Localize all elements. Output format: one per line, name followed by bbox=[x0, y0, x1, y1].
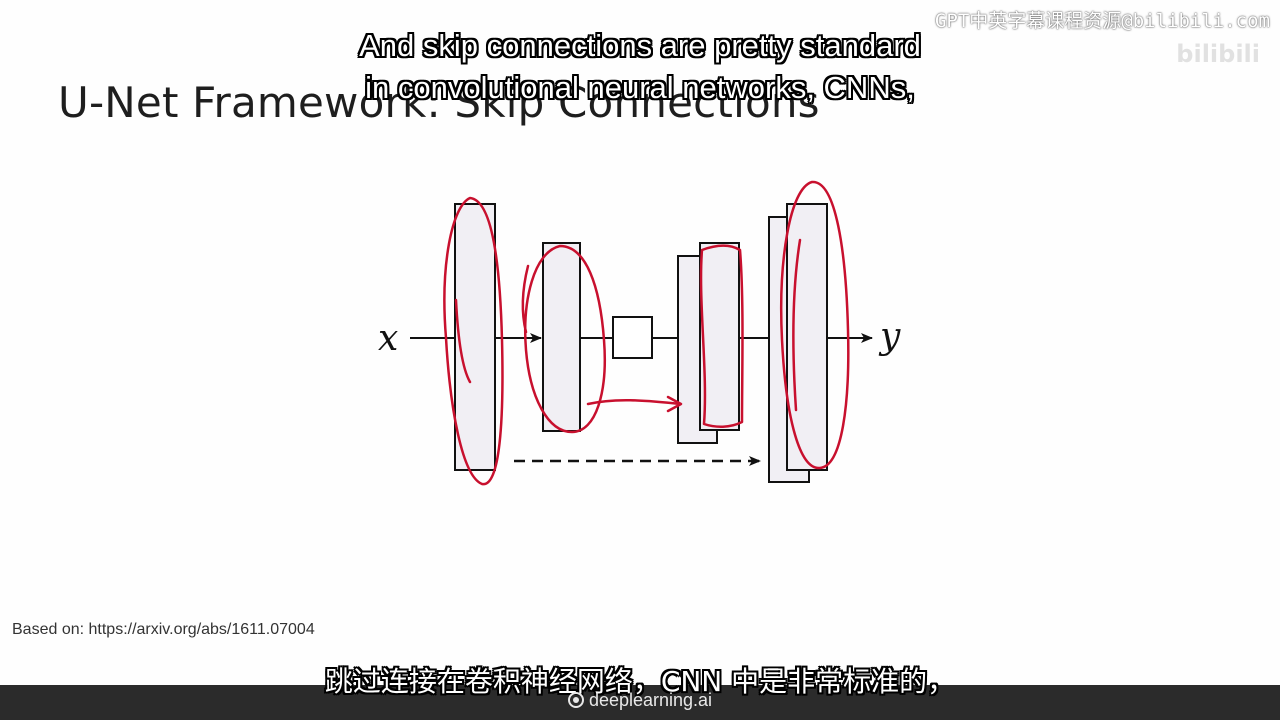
footer-brand-text: deeplearning.ai bbox=[588, 690, 713, 710]
encoder-block-1 bbox=[454, 203, 496, 471]
subtitle-chinese: 跳过连接在卷积神经网络，CNN 中是非常标准的， bbox=[324, 665, 956, 698]
annotation-skip-arrow-head bbox=[666, 395, 683, 413]
annotation-box-decoder-1 bbox=[699, 244, 744, 428]
annotation-loop-decoder-2 bbox=[779, 180, 850, 470]
bottleneck-block bbox=[612, 316, 653, 359]
source-citation: Based on: https://arxiv.org/abs/1611.070… bbox=[12, 621, 315, 638]
encoder-block-2 bbox=[542, 242, 581, 432]
subtitle-english-line-2: in convolutional neural networks, CNNs, bbox=[365, 70, 915, 105]
annotation-loop-encoder-1 bbox=[443, 196, 504, 486]
output-label: y bbox=[878, 316, 901, 357]
annotation-skip-arrow bbox=[586, 399, 682, 406]
watermark-text: GPT中英字幕课程资源@bilibili.com bbox=[934, 10, 1270, 32]
footer-brand: deeplearning.ai bbox=[0, 690, 1280, 711]
deeplearning-logo-icon bbox=[567, 692, 584, 708]
decoder-block-1 bbox=[699, 242, 740, 431]
bottom-bar bbox=[0, 685, 1280, 720]
watermark-logo: bilibili bbox=[1176, 40, 1260, 68]
slide-title: U-Net Framework: Skip Connections bbox=[58, 78, 820, 127]
subtitle-english-line-1: And skip connections are pretty standard bbox=[359, 28, 921, 63]
annotation-marks bbox=[443, 180, 850, 486]
input-label: x bbox=[378, 318, 398, 359]
annotation-loop-encoder-2 bbox=[524, 244, 606, 434]
annotation-stroke-decoder-2 bbox=[792, 238, 802, 412]
annotation-tick-encoder-1 bbox=[454, 298, 472, 384]
annotation-stroke-encoder-2 bbox=[521, 264, 530, 334]
